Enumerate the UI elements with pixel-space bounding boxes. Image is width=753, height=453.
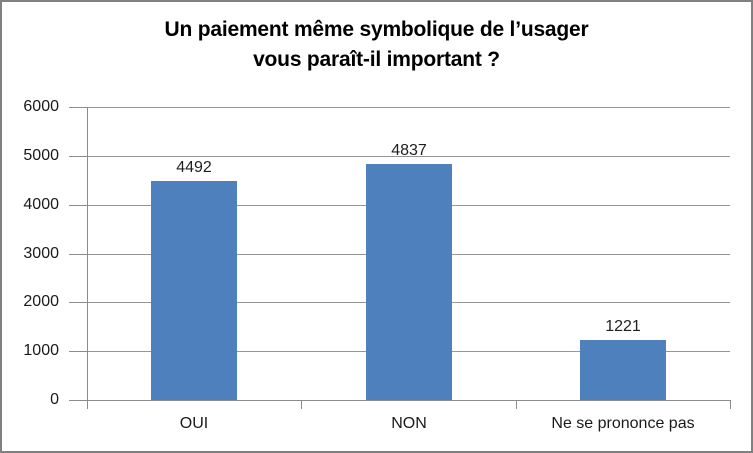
y-tick-1000: [69, 351, 87, 352]
x-axis-label: OUI: [179, 415, 209, 432]
y-axis-label-0: 0: [50, 391, 59, 408]
y-tick-0: [69, 400, 87, 401]
y-axis-label-4000: 4000: [23, 196, 59, 213]
bar-value-label: 1221: [605, 318, 641, 335]
bar-non: [366, 164, 452, 400]
y-tick-4000: [69, 205, 87, 206]
y-tick-2000: [69, 302, 87, 303]
x-axis-tick-2: [516, 401, 517, 409]
chart-title: Un paiement même symbolique de l’usager …: [2, 15, 751, 75]
y-axis-label-3000: 3000: [23, 245, 59, 262]
x-axis-tick-0: [87, 401, 88, 409]
y-tick-6000: [69, 107, 87, 108]
bar-value-label: 4837: [391, 142, 427, 159]
x-axis-label: NON: [391, 415, 427, 432]
x-axis-tick-3: [730, 401, 731, 409]
x-axis-label: Ne se prononce pas: [551, 415, 695, 432]
x-axis-line: [87, 400, 731, 401]
bar-ne-se-prononce-pas: [580, 340, 666, 400]
y-tick-3000: [69, 254, 87, 255]
chart-title-line-1: Un paiement même symbolique de l’usager: [164, 18, 589, 41]
y-axis-label-5000: 5000: [23, 147, 59, 164]
bar-value-label: 4492: [176, 159, 212, 176]
y-axis-label-1000: 1000: [23, 342, 59, 359]
gridline-6000: [87, 107, 730, 108]
bar-oui: [151, 181, 237, 400]
y-tick-5000: [69, 156, 87, 157]
x-axis-tick-1: [301, 401, 302, 409]
gridline-5000: [87, 156, 730, 157]
chart-title-line-2: vous paraît-il important ?: [253, 48, 500, 71]
y-axis-label-2000: 2000: [23, 293, 59, 310]
y-axis-line: [87, 107, 88, 401]
y-axis-label-6000: 6000: [23, 98, 59, 115]
